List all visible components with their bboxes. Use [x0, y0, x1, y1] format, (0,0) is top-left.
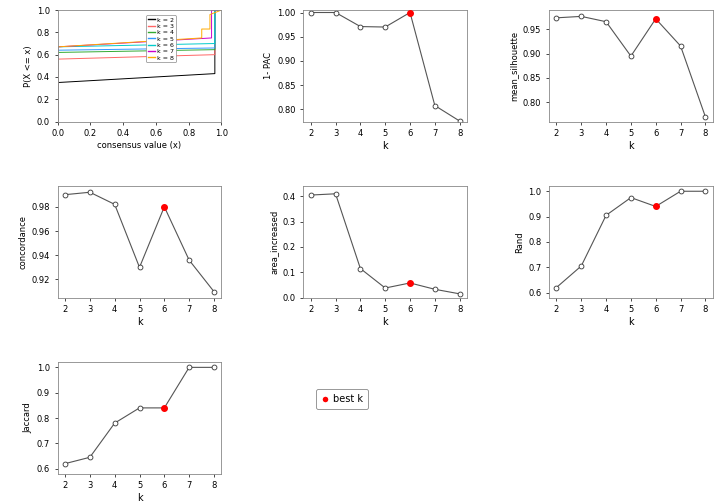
X-axis label: k: k — [137, 317, 143, 327]
Legend: best k: best k — [316, 390, 368, 409]
X-axis label: k: k — [382, 141, 388, 151]
Y-axis label: area_increased: area_increased — [269, 210, 278, 274]
Y-axis label: P(X <= x): P(X <= x) — [24, 45, 32, 87]
X-axis label: consensus value (x): consensus value (x) — [97, 141, 181, 150]
X-axis label: k: k — [628, 141, 634, 151]
Y-axis label: mean_silhouette: mean_silhouette — [510, 31, 518, 101]
X-axis label: k: k — [628, 317, 634, 327]
Legend: k = 2, k = 3, k = 4, k = 5, k = 6, k = 7, k = 8: k = 2, k = 3, k = 4, k = 5, k = 6, k = 7… — [146, 16, 176, 62]
Y-axis label: concordance: concordance — [18, 215, 27, 269]
Y-axis label: 1- PAC: 1- PAC — [264, 52, 273, 79]
X-axis label: k: k — [137, 493, 143, 503]
X-axis label: k: k — [382, 317, 388, 327]
Y-axis label: Rand: Rand — [515, 231, 524, 253]
Y-axis label: Jaccard: Jaccard — [24, 403, 32, 433]
